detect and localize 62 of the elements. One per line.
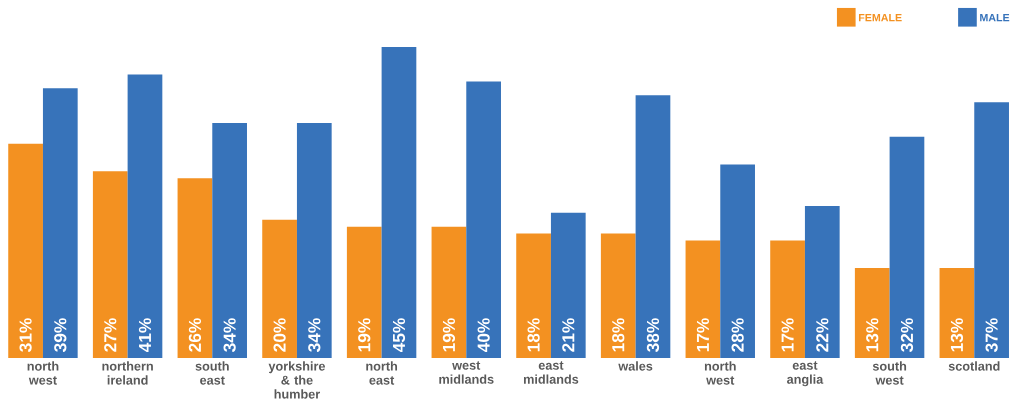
x-tick-label: yorkshire & the humber bbox=[268, 361, 326, 399]
data-label: 17% bbox=[781, 318, 794, 352]
x-tick-label: north west bbox=[704, 361, 736, 385]
bar bbox=[431, 226, 467, 358]
bar bbox=[381, 46, 417, 358]
bar bbox=[600, 233, 636, 358]
data-label: 18% bbox=[612, 318, 625, 352]
bar bbox=[127, 74, 163, 358]
data-label: 22% bbox=[816, 318, 829, 352]
bar bbox=[516, 233, 551, 358]
x-tick-label: north west bbox=[27, 361, 59, 385]
bar bbox=[854, 268, 890, 358]
data-label: 26% bbox=[188, 318, 202, 352]
bar bbox=[296, 122, 332, 358]
data-label: 34% bbox=[308, 318, 321, 352]
bar bbox=[177, 178, 213, 358]
x-tick-label: east anglia bbox=[787, 361, 824, 387]
x-tick-label: east midlands bbox=[523, 361, 579, 384]
data-label: 19% bbox=[442, 318, 456, 352]
bar bbox=[804, 205, 840, 358]
legend-label: FEMALE bbox=[858, 13, 902, 22]
bar bbox=[212, 122, 247, 358]
bar bbox=[466, 81, 501, 358]
x-tick-label: south west bbox=[872, 361, 907, 385]
bar bbox=[685, 240, 721, 358]
data-label: 41% bbox=[138, 318, 152, 353]
x-tick-label: south east bbox=[195, 361, 229, 385]
bar bbox=[939, 268, 975, 358]
data-label: 27% bbox=[104, 318, 117, 352]
bar bbox=[346, 226, 382, 358]
x-tick-label: west midlands bbox=[439, 361, 494, 384]
bar bbox=[770, 240, 805, 358]
x-tick-label: scotland bbox=[948, 361, 1000, 371]
data-label: 39% bbox=[54, 318, 67, 352]
data-label: 32% bbox=[900, 318, 914, 352]
bar bbox=[720, 164, 755, 358]
x-tick-label: north east bbox=[366, 361, 398, 385]
data-label: 13% bbox=[866, 318, 879, 352]
data-label: 20% bbox=[273, 318, 286, 352]
bar bbox=[550, 212, 586, 358]
data-label: 28% bbox=[731, 318, 744, 352]
data-label: 37% bbox=[985, 318, 998, 352]
data-label: 19% bbox=[358, 318, 371, 352]
data-label: 31% bbox=[19, 318, 32, 352]
x-tick-label: northern ireland bbox=[102, 361, 153, 385]
bar bbox=[635, 95, 671, 358]
legend-label: MALE bbox=[980, 13, 1010, 22]
data-label: 34% bbox=[223, 318, 236, 352]
x-tick-label: wales bbox=[618, 361, 653, 371]
bar bbox=[974, 102, 1009, 358]
bar bbox=[262, 219, 297, 358]
data-label: 45% bbox=[392, 318, 406, 353]
data-label: 17% bbox=[696, 318, 709, 352]
bar bbox=[889, 136, 925, 358]
bar bbox=[42, 88, 78, 358]
data-label: 18% bbox=[527, 318, 540, 352]
bar bbox=[8, 143, 43, 358]
data-label: 21% bbox=[562, 318, 575, 352]
data-label: 40% bbox=[477, 318, 490, 353]
data-label: 38% bbox=[646, 318, 660, 352]
bar bbox=[92, 171, 128, 358]
data-label: 13% bbox=[950, 318, 964, 352]
